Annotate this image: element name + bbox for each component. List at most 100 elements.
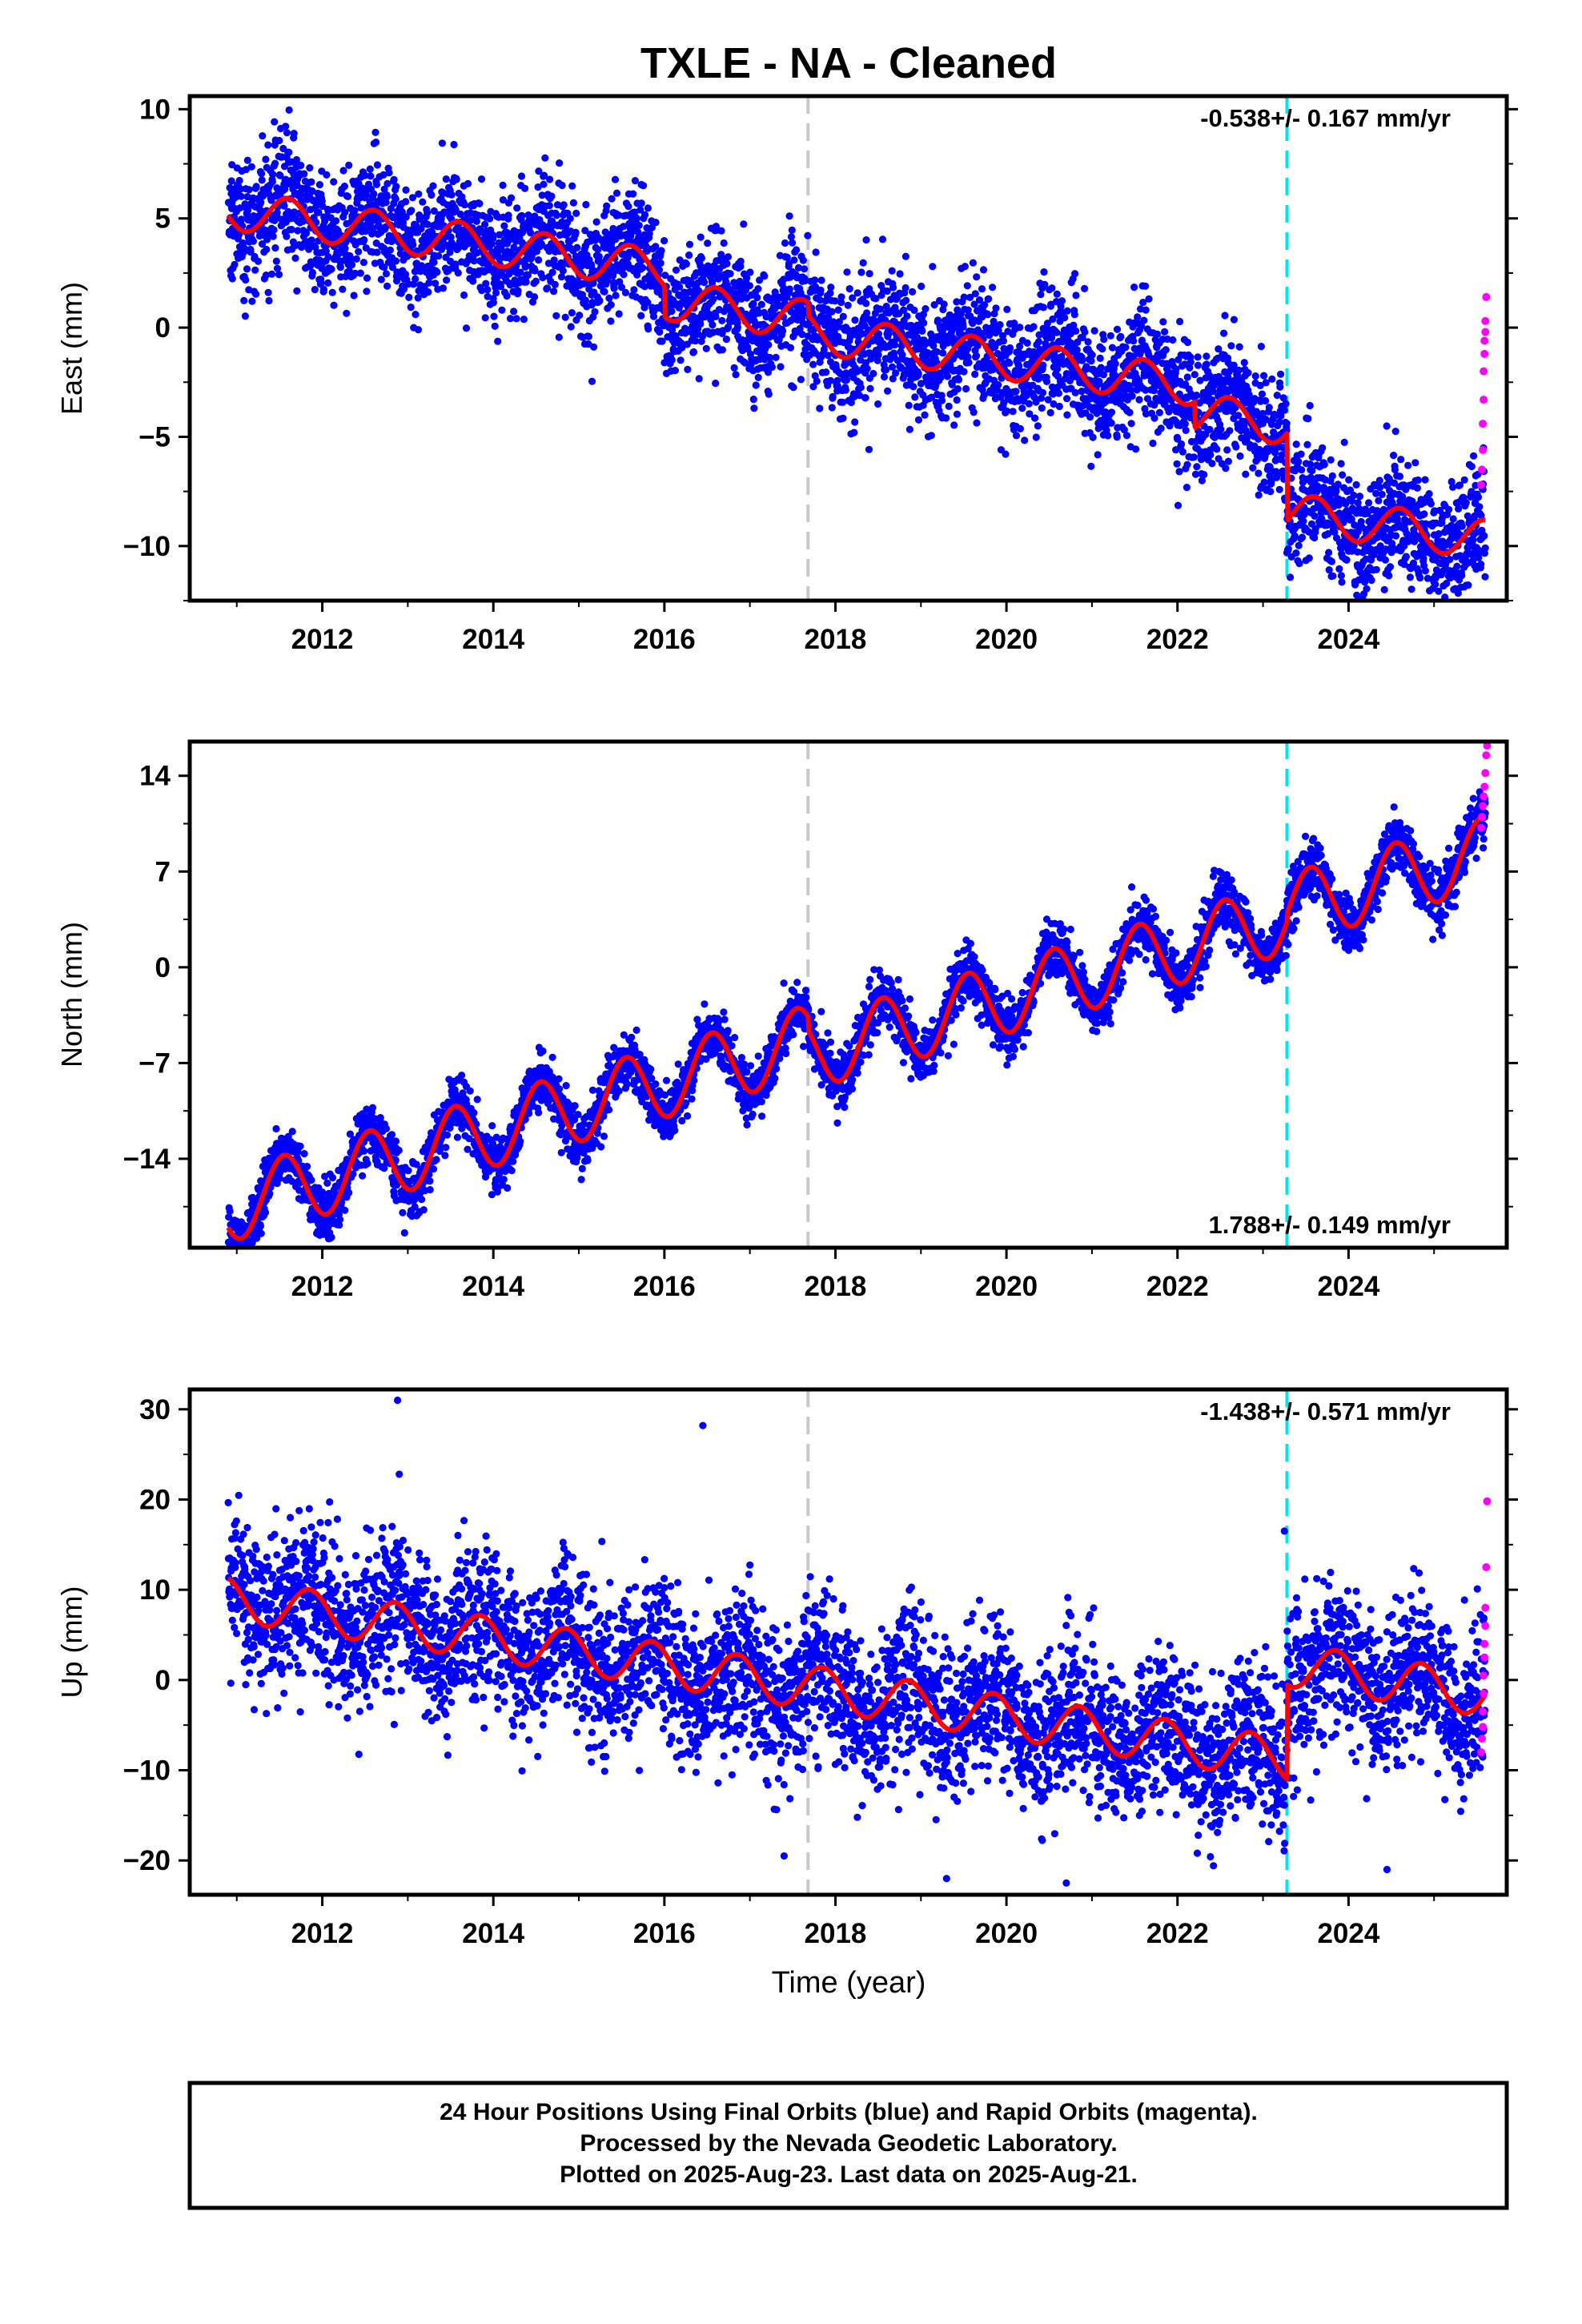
east-point	[1044, 396, 1052, 404]
east-point	[454, 269, 462, 277]
east-point	[237, 192, 245, 200]
east-point	[1207, 451, 1215, 459]
east-ytick-label: −5	[139, 421, 171, 452]
east-point	[267, 270, 276, 278]
east-point	[1063, 411, 1071, 419]
east-point	[1138, 336, 1146, 344]
east-point	[439, 284, 448, 292]
east-point	[737, 263, 745, 271]
east-point	[259, 192, 267, 200]
east-point	[416, 215, 424, 223]
east-point	[845, 285, 853, 293]
east-point	[878, 235, 887, 243]
east-point	[302, 229, 311, 237]
east-point	[561, 313, 569, 321]
east-point	[709, 295, 717, 303]
east-point	[994, 381, 1002, 389]
east-point	[1015, 348, 1023, 356]
east-point	[231, 193, 239, 202]
east-point	[491, 322, 499, 330]
east-point	[1190, 453, 1198, 461]
east-point	[645, 230, 653, 238]
east-point	[1295, 457, 1303, 466]
east-point	[1421, 476, 1429, 484]
east-point	[1140, 316, 1148, 324]
east-point	[1009, 408, 1017, 416]
east-point	[1026, 410, 1034, 418]
east-point	[550, 287, 558, 296]
east-point	[1431, 581, 1439, 589]
east-point	[884, 387, 892, 395]
east-point	[1038, 388, 1047, 396]
east-point	[991, 343, 999, 351]
east-point	[726, 270, 734, 278]
east-point	[433, 268, 441, 276]
east-model-fit-line	[226, 195, 1488, 557]
east-point	[1198, 476, 1206, 485]
east-point	[1481, 573, 1489, 581]
east-point	[572, 209, 580, 217]
east-point	[404, 280, 412, 288]
east-point	[828, 404, 836, 412]
east-point	[850, 428, 858, 436]
east-y-axis-title: East (mm)	[55, 282, 88, 415]
east-point	[1122, 432, 1131, 440]
east-point	[541, 154, 549, 162]
east-point	[1256, 381, 1264, 389]
east-point	[1477, 561, 1485, 569]
east-point	[363, 287, 371, 296]
east-point	[581, 296, 590, 304]
east-point	[1280, 406, 1288, 414]
east-point	[1480, 532, 1488, 540]
east-point	[1363, 585, 1371, 593]
east-point	[1183, 338, 1192, 347]
east-point	[1375, 476, 1383, 485]
east-point	[1142, 306, 1150, 314]
east-point	[612, 292, 620, 300]
east-point	[1275, 418, 1283, 426]
east-point	[269, 171, 277, 179]
east-point	[1268, 375, 1276, 383]
east-point	[1427, 500, 1435, 508]
east-point	[1454, 589, 1462, 597]
east-point	[327, 265, 335, 273]
east-point	[787, 233, 796, 241]
east-point	[800, 265, 809, 273]
east-point	[853, 289, 861, 297]
east-point	[839, 312, 847, 320]
east-point	[1429, 605, 1436, 612]
east-point	[1094, 451, 1102, 459]
east-point	[324, 253, 332, 261]
east-point	[761, 272, 769, 280]
east-point	[400, 285, 408, 293]
east-point	[689, 327, 697, 335]
east-point	[584, 332, 593, 340]
east-point	[827, 283, 835, 292]
east-point	[1292, 440, 1300, 448]
east-point	[756, 276, 764, 284]
east-point	[1222, 464, 1230, 472]
east-point	[1469, 536, 1477, 544]
east-point	[379, 171, 387, 179]
east-point	[661, 271, 669, 279]
east-point	[910, 306, 918, 314]
east-point	[1367, 576, 1375, 585]
east-point	[1376, 483, 1384, 492]
east-point	[291, 254, 299, 262]
east-point	[978, 285, 986, 293]
east-point	[1086, 413, 1094, 421]
east-point	[712, 380, 720, 388]
east-point	[428, 191, 436, 199]
east-point	[1063, 307, 1071, 315]
east-point	[456, 210, 464, 219]
east-point	[476, 199, 484, 207]
east-point	[486, 215, 494, 223]
east-point	[1249, 464, 1257, 472]
east-point	[637, 199, 645, 207]
east-ytick-label: 5	[155, 203, 171, 235]
east-point	[973, 419, 981, 427]
east-point	[681, 329, 689, 337]
east-point	[1150, 414, 1158, 422]
east-point	[373, 161, 381, 169]
east-point	[343, 309, 351, 317]
